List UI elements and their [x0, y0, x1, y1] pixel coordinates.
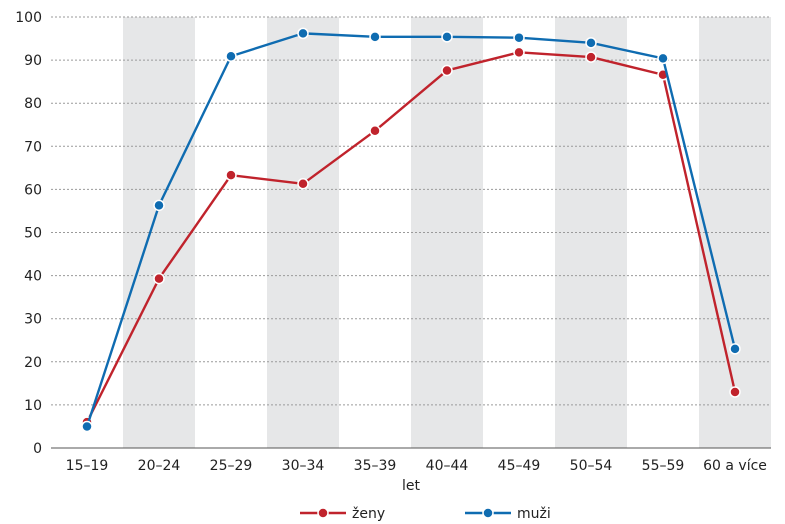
x-tick-label: 45–49 [498, 458, 541, 474]
legend: ženy muži [300, 506, 551, 522]
series-line [85, 32, 737, 427]
y-tick-label: 40 [24, 269, 42, 285]
legend-label: ženy [352, 506, 385, 522]
data-point [585, 37, 597, 49]
data-point [297, 27, 309, 40]
series-2 [81, 27, 741, 433]
legend-marker [482, 507, 494, 519]
x-tick-label: 15–19 [66, 458, 109, 474]
y-tick-label: 30 [24, 312, 42, 328]
x-tick-label: 60 a více [703, 458, 767, 474]
y-tick-label: 50 [24, 226, 42, 242]
x-tick-label: 50–54 [570, 458, 613, 474]
data-point [225, 169, 237, 181]
x-tick-label: 55–59 [642, 458, 685, 474]
x-tick-label: 30–34 [282, 458, 325, 474]
legend-item: ženy [300, 506, 385, 522]
x-axis-label: let [402, 478, 421, 494]
y-tick-label: 80 [24, 96, 42, 112]
y-tick-label: 10 [24, 398, 42, 414]
x-tick-label: 25–29 [210, 458, 253, 474]
data-point [225, 50, 237, 62]
x-tick-labels: 15–19 20–24 25–29 30–34 35–39 40–44 45–49 50–54… [66, 458, 767, 474]
data-point [513, 31, 525, 44]
y-tick-label: 60 [24, 182, 42, 198]
data-point [153, 199, 165, 212]
data-point [585, 51, 597, 63]
data-point [729, 343, 741, 355]
y-tick-label: 0 [33, 441, 42, 457]
series-line [85, 51, 737, 423]
y-tick-label: 100 [15, 10, 42, 26]
data-point [657, 52, 669, 65]
legend-label: muži [517, 506, 551, 522]
data-point [513, 46, 525, 59]
x-tick-label: 20–24 [138, 458, 181, 474]
data-point [297, 178, 309, 190]
series-lines [81, 27, 741, 433]
legend-marker [317, 507, 329, 519]
data-point [81, 420, 93, 433]
y-tick-label: 20 [24, 355, 42, 371]
data-point [441, 64, 453, 77]
data-point [441, 31, 453, 43]
series-1 [81, 46, 741, 428]
y-tick-labels: 0 10 20 30 40 50 60 70 80 90 100 [15, 10, 42, 457]
data-point [369, 125, 381, 137]
y-tick-label: 90 [24, 53, 42, 69]
data-point [369, 31, 381, 43]
x-tick-label: 35–39 [354, 458, 397, 474]
y-tick-label: 70 [24, 139, 42, 155]
data-point [729, 386, 741, 398]
x-tick-label: 40–44 [426, 458, 469, 474]
data-point [153, 272, 165, 285]
gridlines [51, 16, 771, 406]
legend-item: muži [465, 506, 551, 522]
